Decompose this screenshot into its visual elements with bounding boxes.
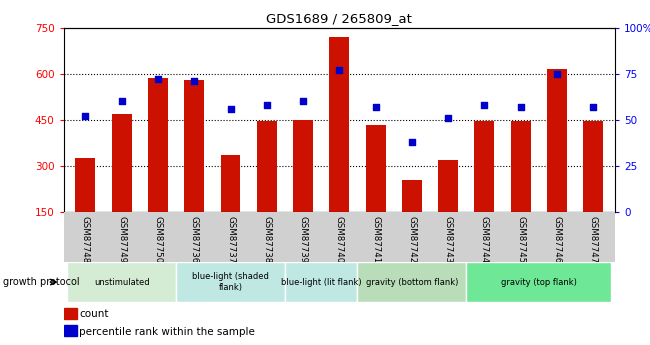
Bar	[184, 80, 204, 212]
Bar	[148, 78, 168, 212]
Point	[370, 104, 381, 110]
Point	[588, 104, 599, 110]
Text: GSM87748: GSM87748	[81, 216, 90, 264]
Bar	[285, 262, 358, 302]
Bar	[330, 37, 349, 212]
Bar	[511, 121, 530, 212]
Text: GSM87741: GSM87741	[371, 216, 380, 264]
Bar	[474, 121, 494, 212]
Bar	[257, 121, 277, 212]
Bar	[220, 155, 240, 212]
Point	[261, 102, 272, 108]
Bar	[64, 308, 77, 319]
Bar	[438, 160, 458, 212]
Bar	[358, 262, 466, 302]
Text: GSM87739: GSM87739	[298, 216, 307, 263]
Text: GSM87744: GSM87744	[480, 216, 489, 264]
Point	[226, 106, 236, 111]
Point	[443, 115, 453, 121]
Bar	[402, 180, 422, 212]
Text: gravity (bottom flank): gravity (bottom flank)	[366, 277, 458, 287]
Bar	[547, 69, 567, 212]
Text: GSM87737: GSM87737	[226, 216, 235, 264]
Text: blue-light (lit flank): blue-light (lit flank)	[281, 277, 361, 287]
Bar	[293, 120, 313, 212]
Text: GSM87736: GSM87736	[190, 216, 199, 264]
Text: GSM87750: GSM87750	[153, 216, 162, 264]
Point	[298, 99, 308, 104]
Text: unstimulated: unstimulated	[94, 277, 150, 287]
Point	[552, 71, 562, 77]
Text: count: count	[79, 309, 109, 319]
Text: growth protocol: growth protocol	[3, 277, 80, 287]
Point	[407, 139, 417, 145]
Text: gravity (top flank): gravity (top flank)	[500, 277, 577, 287]
Text: blue-light (shaded
flank): blue-light (shaded flank)	[192, 272, 269, 292]
Bar	[112, 114, 132, 212]
Text: GSM87742: GSM87742	[408, 216, 417, 264]
Bar	[466, 262, 611, 302]
Bar	[176, 262, 285, 302]
Point	[515, 104, 526, 110]
Bar	[68, 262, 176, 302]
Bar	[64, 325, 77, 336]
Text: percentile rank within the sample: percentile rank within the sample	[79, 327, 255, 336]
Text: GSM87740: GSM87740	[335, 216, 344, 264]
Bar	[75, 158, 96, 212]
Point	[153, 77, 163, 82]
Text: GSM87743: GSM87743	[443, 216, 452, 264]
Point	[189, 78, 200, 84]
Text: GSM87746: GSM87746	[552, 216, 562, 264]
Point	[116, 99, 127, 104]
Text: GSM87749: GSM87749	[117, 216, 126, 263]
Point	[80, 114, 90, 119]
Point	[479, 102, 489, 108]
Title: GDS1689 / 265809_at: GDS1689 / 265809_at	[266, 12, 412, 25]
Point	[334, 67, 345, 73]
Text: GSM87738: GSM87738	[262, 216, 271, 264]
Text: GSM87747: GSM87747	[589, 216, 597, 264]
Bar	[365, 125, 385, 212]
Text: GSM87745: GSM87745	[516, 216, 525, 264]
Bar	[583, 121, 603, 212]
